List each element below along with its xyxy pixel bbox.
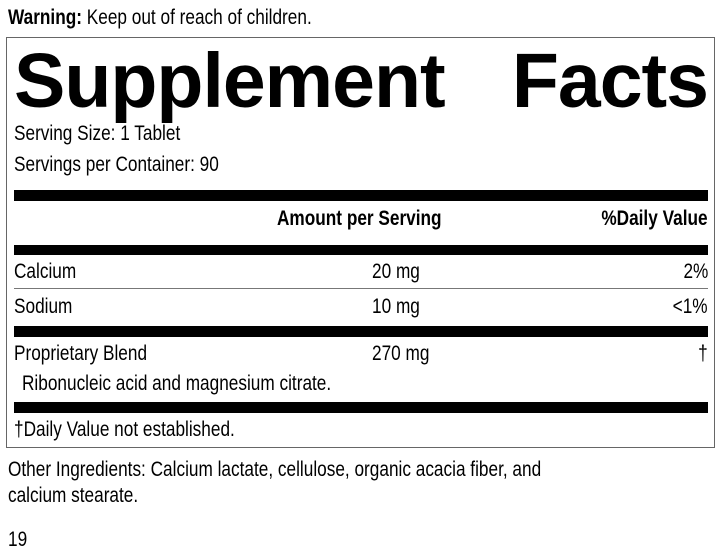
serving-size: Serving Size: 1 Tablet [14, 122, 181, 145]
divider-thin [14, 288, 708, 289]
header-amount: Amount per Serving [277, 207, 442, 230]
divider-thick [14, 402, 708, 413]
title-word-supplement: Supplement [14, 38, 446, 124]
footnote: †Daily Value not established. [14, 418, 235, 441]
row-dv: † [698, 342, 708, 365]
divider-thick [14, 326, 708, 337]
servings-per-container: Servings per Container: 90 [14, 153, 219, 176]
row-dv: 2% [683, 260, 708, 283]
row-dv: <1% [673, 295, 708, 318]
warning: Warning: Keep out of reach of children. [8, 6, 378, 30]
title-word-facts: Facts [511, 38, 709, 124]
page-number: 19 [8, 528, 28, 551]
row-amount: 270 mg [372, 342, 430, 365]
warning-text: Keep out of reach of children. [81, 6, 312, 29]
row-amount: 20 mg [372, 260, 420, 283]
row-amount: 10 mg [372, 295, 420, 318]
row-name: Proprietary Blend [14, 342, 148, 365]
divider-thick [14, 190, 708, 201]
row-name: Sodium [14, 295, 73, 318]
supplement-facts-panel [6, 37, 715, 448]
header-daily-value: %Daily Value [601, 207, 708, 230]
other-ingredients-line1: Other Ingredients: Calcium lactate, cell… [8, 458, 542, 481]
panel-title: Supplement Facts [14, 38, 709, 124]
warning-label: Warning: [8, 6, 82, 29]
other-ingredients-line2: calcium stearate. [8, 484, 139, 507]
row-name: Calcium [14, 260, 77, 283]
divider-thick [14, 245, 708, 255]
blend-detail: Ribonucleic acid and magnesium citrate. [22, 372, 332, 395]
